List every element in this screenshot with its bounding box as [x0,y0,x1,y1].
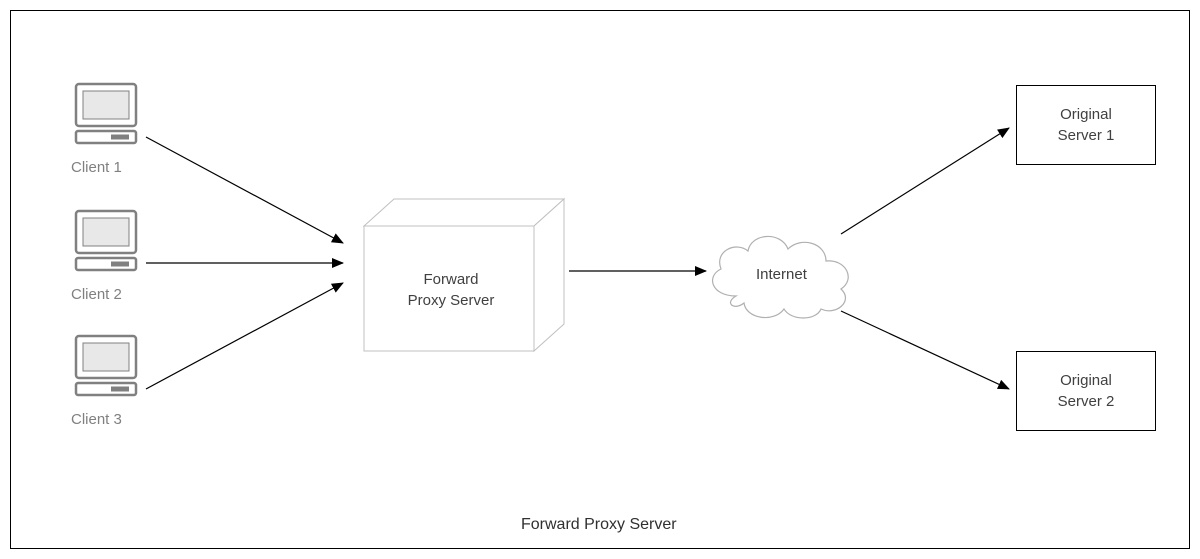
diagram-container: Client 1 Client 2 Client 3 Forw [10,10,1190,549]
client-1-icon [71,79,141,149]
server-1-box: Original Server 1 [1016,85,1156,165]
client-3-label: Client 3 [71,411,122,428]
server-2-label-line1: Original [1060,372,1112,389]
client-2-label: Client 2 [71,286,122,303]
server-2-box: Original Server 2 [1016,351,1156,431]
proxy-label-line1: Forward [423,271,478,288]
server-1-label-line1: Original [1060,106,1112,123]
server-1-label-line2: Server 1 [1058,127,1115,144]
client-2-icon [71,206,141,276]
proxy-label: Forward Proxy Server [391,269,511,311]
proxy-label-line2: Proxy Server [408,292,495,309]
diagram-caption: Forward Proxy Server [521,516,677,534]
server-2-label-line2: Server 2 [1058,393,1115,410]
client-3-icon [71,331,141,401]
edge-cloud-server2 [841,311,1009,389]
internet-label: Internet [756,266,807,283]
edge-cloud-server1 [841,128,1009,234]
edge-client3-proxy [146,283,343,389]
edge-client1-proxy [146,137,343,243]
edges-overlay [11,11,1191,550]
client-1-label: Client 1 [71,159,122,176]
